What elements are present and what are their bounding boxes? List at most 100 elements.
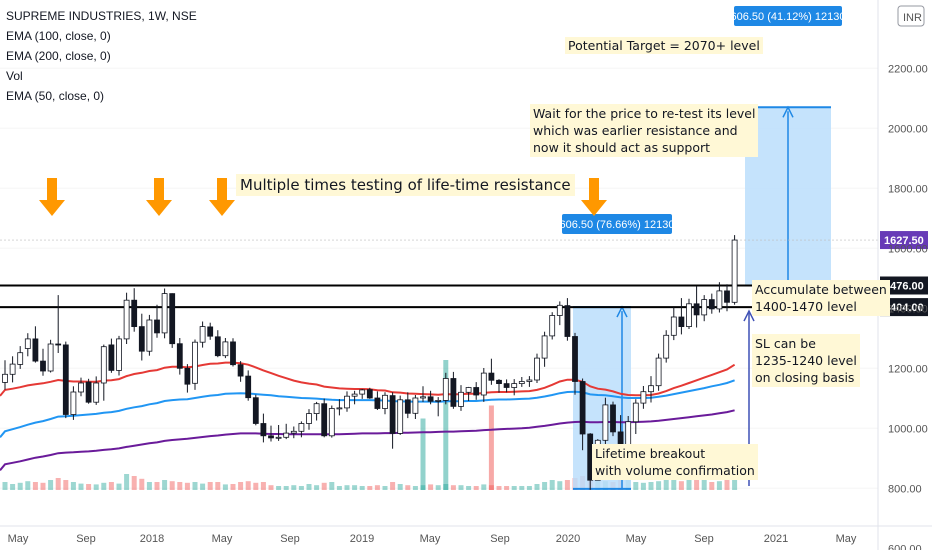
- volume-bar: [450, 485, 456, 490]
- candle: [290, 426, 297, 439]
- candle-body: [389, 395, 396, 434]
- volume-bar: [519, 486, 525, 490]
- candle-body: [55, 343, 62, 346]
- candle-body: [366, 389, 373, 399]
- candle-body: [556, 304, 563, 316]
- ema50-legend[interactable]: EMA (50, close, 0): [6, 89, 105, 103]
- volume-bar: [260, 482, 266, 490]
- candle: [534, 353, 540, 383]
- candle-body: [85, 381, 92, 403]
- volume-bar: [238, 482, 244, 490]
- time-tick-label: May: [212, 533, 233, 545]
- candle: [252, 394, 259, 426]
- candle-body: [344, 395, 350, 409]
- candle: [313, 401, 320, 421]
- candle-body: [374, 397, 381, 409]
- volume-bar: [17, 482, 23, 490]
- candle-body: [260, 423, 267, 437]
- candle-body: [24, 338, 31, 349]
- candle-body: [632, 402, 639, 423]
- candle: [503, 379, 510, 393]
- candle: [473, 382, 480, 400]
- candle-body: [176, 343, 183, 369]
- candle-body: [534, 357, 540, 381]
- volume-legend[interactable]: Vol: [6, 69, 23, 83]
- candle-body: [161, 293, 168, 334]
- volume-bar: [10, 484, 16, 490]
- candle: [154, 304, 160, 338]
- volume-bar: [481, 484, 487, 490]
- volume-bar: [177, 482, 183, 490]
- volume-bar: [367, 486, 373, 490]
- volume-bar: [268, 485, 274, 490]
- candle: [556, 301, 563, 326]
- candle-body: [716, 290, 723, 310]
- volume-bar: [276, 486, 282, 490]
- candle-body: [146, 319, 153, 352]
- current-price-tag: [880, 231, 928, 250]
- candle: [404, 392, 411, 419]
- volume-bar: [306, 484, 312, 490]
- candle: [640, 386, 647, 409]
- volume-bar: [435, 485, 441, 490]
- volume-bar: [732, 470, 738, 490]
- candle: [260, 413, 267, 443]
- candle: [116, 335, 122, 376]
- horizontal-levels[interactable]: 1476.00 1404.00 1627.50: [0, 231, 928, 317]
- price-tick-label: 600.00: [888, 543, 922, 550]
- candle-body: [382, 394, 388, 409]
- price-tick-label: 1800.00: [888, 183, 928, 195]
- breakout-note: Lifetime breakout with volume confirmati…: [592, 444, 758, 480]
- volume-bar: [25, 481, 31, 490]
- down-arrow-icon: [146, 178, 172, 216]
- candle-body: [351, 393, 358, 397]
- volume-bar: [716, 481, 722, 490]
- volume-bar: [154, 482, 160, 490]
- candle: [351, 390, 358, 405]
- volume-bar: [633, 482, 639, 490]
- candle-body: [328, 408, 335, 437]
- candle-body: [214, 336, 221, 357]
- ema200-legend[interactable]: EMA (200, close, 0): [6, 49, 111, 63]
- volume-bar: [78, 483, 84, 490]
- symbol-title[interactable]: SUPREME INDUSTRIES, 1W, NSE: [6, 9, 197, 23]
- candle: [199, 321, 206, 348]
- candle-body: [572, 336, 578, 382]
- candle: [708, 293, 715, 314]
- candle-body: [640, 391, 647, 404]
- candle: [412, 395, 419, 419]
- ema100-legend[interactable]: EMA (100, close, 0): [6, 29, 111, 43]
- candle-body: [359, 389, 366, 395]
- retest-note: Wait for the price to re-test its level …: [530, 104, 759, 157]
- candle: [100, 344, 107, 401]
- volume-bar: [108, 482, 114, 490]
- candle-body: [496, 379, 502, 384]
- candle-body: [230, 341, 236, 366]
- orange-arrows: [39, 178, 607, 216]
- candle-body: [648, 385, 654, 393]
- volume-bar: [321, 482, 327, 490]
- candle: [192, 339, 198, 390]
- candle: [344, 391, 350, 412]
- volume-bar: [230, 484, 236, 490]
- volume-bar: [504, 486, 510, 490]
- volume-bar: [374, 485, 380, 490]
- time-tick-label: Sep: [76, 533, 96, 545]
- target-note: Potential Target = 2070+ level: [565, 37, 763, 54]
- candle: [70, 386, 77, 420]
- candle-body: [70, 391, 77, 415]
- current-price-label: 1627.50: [884, 235, 924, 247]
- candle-body: [108, 344, 115, 371]
- candle-body: [708, 299, 715, 310]
- measure-label-box-right: [734, 6, 842, 26]
- currency-label: INR: [903, 12, 922, 24]
- volume-bar: [245, 481, 251, 490]
- volume-bars: [2, 360, 738, 490]
- candle: [572, 332, 578, 395]
- volume-bar: [405, 485, 411, 490]
- volume-bar: [648, 482, 654, 490]
- candle: [670, 307, 677, 341]
